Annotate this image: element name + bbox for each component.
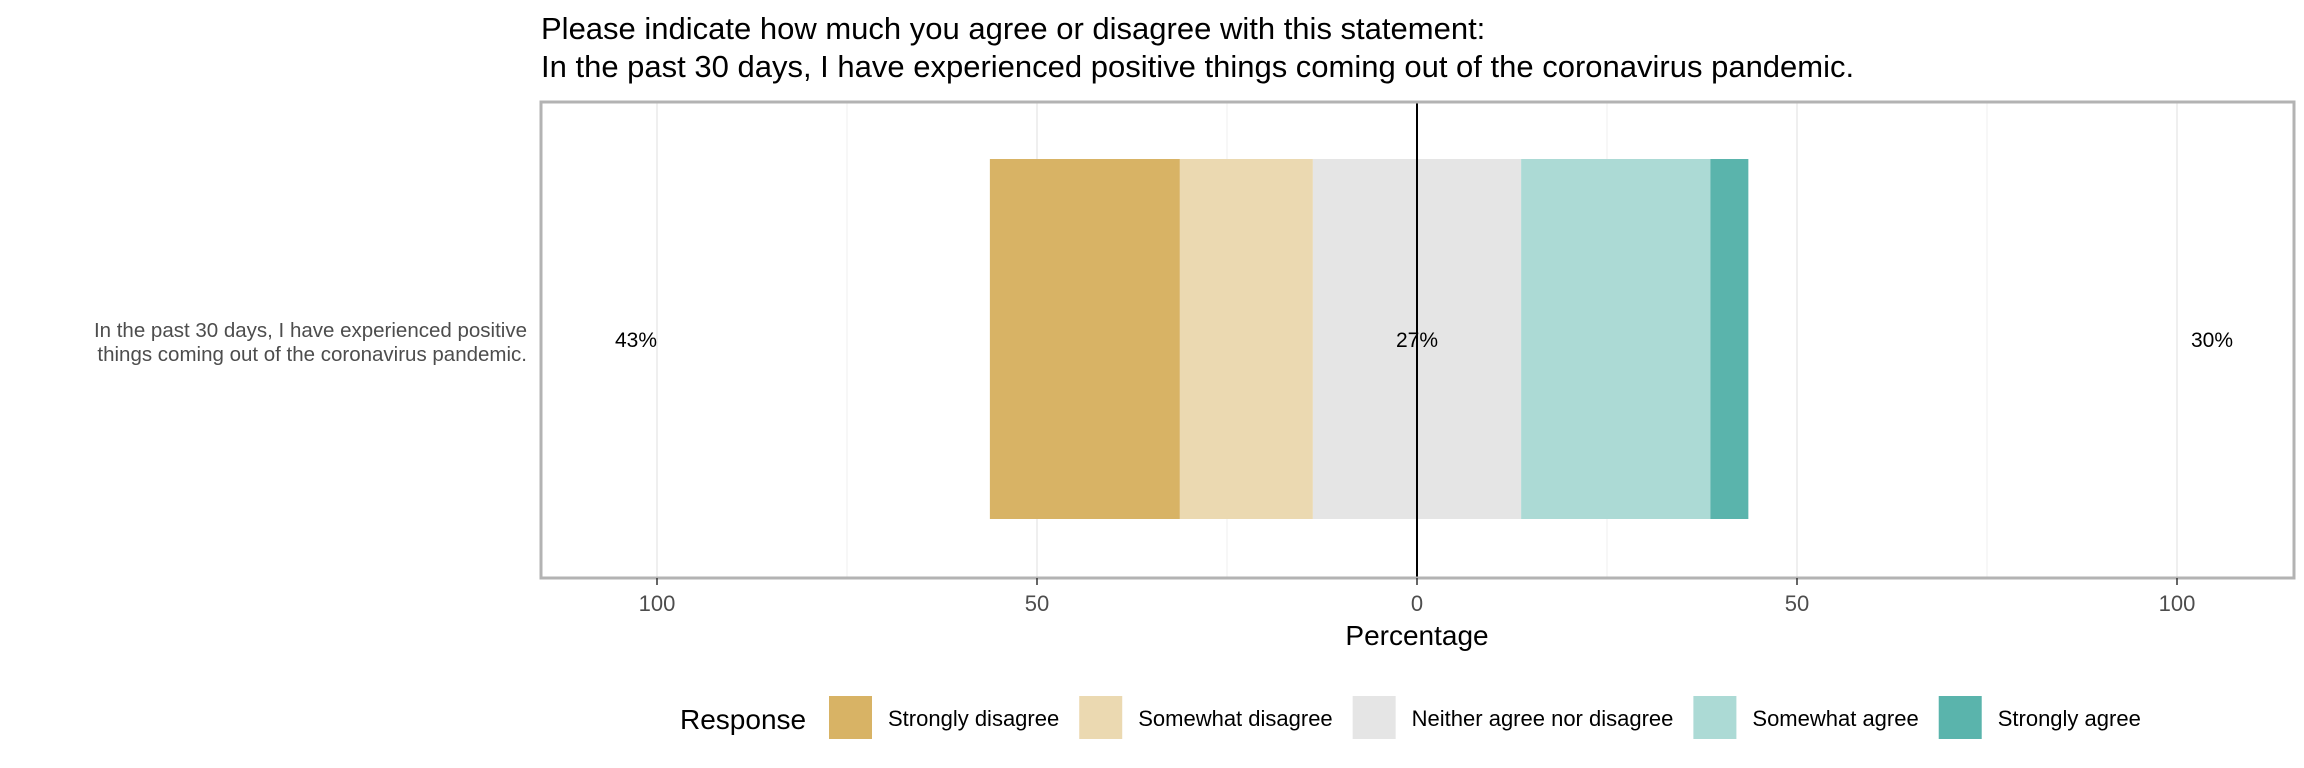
- percent-label-right: 30%: [2191, 329, 2233, 352]
- bar-strongly-disagree: [989, 159, 1180, 519]
- bar-group: [989, 159, 1749, 519]
- percent-label-left: 43%: [615, 329, 657, 352]
- x-tick-label: 0: [1411, 591, 1423, 616]
- legend-swatch: [829, 696, 872, 739]
- legend-swatch: [1352, 696, 1396, 739]
- category-label-line: things coming out of the coronavirus pan…: [97, 343, 527, 366]
- legend-swatch: [1079, 696, 1123, 739]
- legend-label: Strongly disagree: [888, 706, 1059, 731]
- category-label-line: In the past 30 days, I have experienced …: [94, 319, 527, 342]
- bar-strongly-agree: [1710, 159, 1749, 519]
- legend-title: Response: [680, 704, 806, 735]
- x-axis-ticks: 100 50 0 50 100: [639, 578, 2196, 616]
- legend-swatch: [1938, 696, 1982, 739]
- percent-label-center: 27%: [1396, 329, 1438, 352]
- x-axis-title: Percentage: [1345, 620, 1488, 651]
- category-labels: In the past 30 days, I have experienced …: [94, 319, 527, 366]
- legend-label: Somewhat agree: [1752, 706, 1918, 731]
- legend-label: Somewhat disagree: [1138, 706, 1332, 731]
- x-tick-label: 50: [1785, 591, 1809, 616]
- chart-title-line-2: In the past 30 days, I have experienced …: [541, 49, 1854, 84]
- x-tick-label: 100: [639, 591, 676, 616]
- chart-title-line-1: Please indicate how much you agree or di…: [541, 11, 1485, 46]
- bar-somewhat-disagree: [1179, 159, 1313, 519]
- x-tick-label: 50: [1025, 591, 1049, 616]
- legend-label: Neither agree nor disagree: [1412, 706, 1674, 731]
- legend-label: Strongly agree: [1998, 706, 2141, 731]
- summary-labels: 43% 27% 30%: [615, 329, 2233, 352]
- legend: Response Strongly disagree Somewhat disag…: [680, 696, 2141, 739]
- x-tick-label: 100: [2159, 591, 2196, 616]
- bar-somewhat-agree: [1521, 159, 1711, 519]
- legend-swatch: [1693, 696, 1737, 739]
